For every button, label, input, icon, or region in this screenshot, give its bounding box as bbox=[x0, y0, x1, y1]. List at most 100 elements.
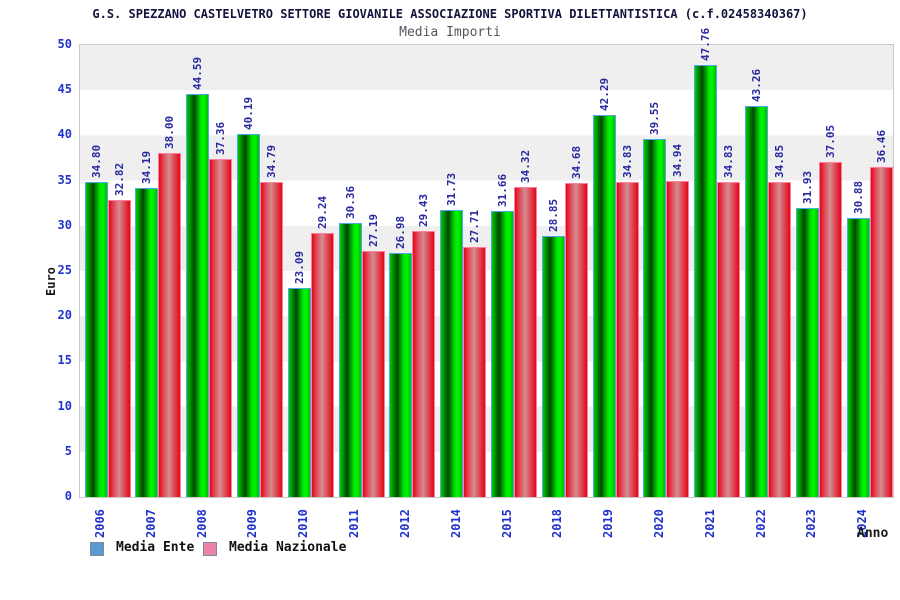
x-tick-2018: 2018 bbox=[550, 509, 564, 538]
x-tick-2012: 2012 bbox=[398, 509, 412, 538]
value-label-media-nazionale-2010: 29.24 bbox=[316, 195, 329, 229]
y-axis-title: Euro bbox=[44, 267, 58, 296]
value-label-media-nazionale-2019: 34.83 bbox=[621, 144, 634, 178]
value-label-media-ente-2012: 26.98 bbox=[394, 215, 407, 249]
x-tick-2022: 2022 bbox=[754, 509, 768, 538]
value-label-media-nazionale-2022: 34.85 bbox=[773, 144, 786, 178]
bar-media-nazionale-2021[interactable] bbox=[717, 182, 740, 497]
value-label-media-ente-2008: 44.59 bbox=[191, 56, 204, 90]
chart-subtitle: Media Importi bbox=[399, 25, 501, 40]
legend-swatch-media-ente bbox=[90, 542, 104, 556]
legend-label-media-ente: Media Ente bbox=[116, 540, 195, 555]
value-label-media-nazionale-2007: 38.00 bbox=[163, 115, 176, 149]
x-tick-2019: 2019 bbox=[601, 509, 615, 538]
bar-media-nazionale-2008[interactable] bbox=[209, 159, 232, 497]
value-label-media-nazionale-2011: 27.19 bbox=[367, 213, 380, 247]
x-tick-2023: 2023 bbox=[804, 509, 818, 538]
bar-media-nazionale-2006[interactable] bbox=[108, 200, 131, 497]
bar-media-ente-2010[interactable] bbox=[288, 288, 311, 497]
value-label-media-ente-2014: 31.73 bbox=[445, 172, 458, 206]
value-label-media-nazionale-2006: 32.82 bbox=[113, 162, 126, 196]
value-label-media-ente-2018: 28.85 bbox=[547, 198, 560, 232]
bar-media-nazionale-2010[interactable] bbox=[311, 233, 334, 497]
y-tick-35: 35 bbox=[57, 173, 72, 187]
bar-media-ente-2015[interactable] bbox=[491, 211, 514, 497]
bar-media-ente-2012[interactable] bbox=[389, 253, 412, 497]
bar-media-nazionale-2014[interactable] bbox=[463, 247, 486, 497]
x-tick-2020: 2020 bbox=[652, 509, 666, 538]
x-tick-2007: 2007 bbox=[144, 509, 158, 538]
legend-item-media-ente[interactable]: Media Ente bbox=[90, 538, 200, 558]
value-label-media-ente-2015: 31.66 bbox=[496, 173, 509, 207]
bar-media-ente-2018[interactable] bbox=[542, 236, 565, 497]
bar-media-ente-2011[interactable] bbox=[339, 223, 362, 497]
value-label-media-ente-2024: 30.88 bbox=[852, 180, 865, 214]
chart-title: G.S. SPEZZANO CASTELVETRO SETTORE GIOVAN… bbox=[92, 7, 808, 21]
y-tick-0: 0 bbox=[64, 489, 72, 503]
value-label-media-nazionale-2021: 34.83 bbox=[722, 144, 735, 178]
value-label-media-ente-2007: 34.19 bbox=[140, 150, 153, 184]
bar-media-nazionale-2009[interactable] bbox=[260, 182, 283, 497]
bar-media-ente-2023[interactable] bbox=[796, 208, 819, 497]
value-label-media-nazionale-2018: 34.68 bbox=[570, 145, 583, 179]
y-tick-5: 5 bbox=[64, 444, 72, 458]
bar-media-ente-2007[interactable] bbox=[135, 188, 158, 497]
x-tick-2010: 2010 bbox=[296, 509, 310, 538]
y-tick-15: 15 bbox=[57, 353, 72, 367]
bar-media-ente-2008[interactable] bbox=[186, 94, 209, 497]
value-label-media-nazionale-2015: 34.32 bbox=[519, 149, 532, 183]
y-tick-40: 40 bbox=[57, 127, 72, 141]
bar-media-ente-2006[interactable] bbox=[85, 182, 108, 497]
bar-media-nazionale-2018[interactable] bbox=[565, 183, 588, 497]
plot-area: 34.80 32.82 2006 34.19 38.00 2007 44.59 37.36 20… bbox=[79, 28, 894, 538]
x-tick-2006: 2006 bbox=[93, 509, 107, 538]
bar-media-nazionale-2011[interactable] bbox=[362, 251, 385, 497]
legend-swatch-media-nazionale bbox=[203, 542, 217, 556]
x-tick-2011: 2011 bbox=[347, 509, 361, 538]
bar-media-nazionale-2020[interactable] bbox=[666, 181, 689, 497]
value-label-media-ente-2020: 39.55 bbox=[648, 101, 661, 135]
value-label-media-nazionale-2014: 27.71 bbox=[468, 209, 481, 243]
bar-media-nazionale-2019[interactable] bbox=[616, 182, 639, 497]
value-label-media-nazionale-2009: 34.79 bbox=[265, 144, 278, 178]
value-label-media-ente-2019: 42.29 bbox=[598, 77, 611, 111]
x-tick-2014: 2014 bbox=[449, 509, 463, 538]
value-label-media-nazionale-2008: 37.36 bbox=[214, 121, 227, 155]
bar-media-ente-2009[interactable] bbox=[237, 134, 260, 497]
y-tick-20: 20 bbox=[57, 308, 72, 322]
bar-media-nazionale-2024[interactable] bbox=[870, 167, 893, 497]
bar-media-nazionale-2022[interactable] bbox=[768, 182, 791, 497]
value-label-media-ente-2021: 47.76 bbox=[699, 27, 712, 61]
value-label-media-ente-2011: 30.36 bbox=[344, 185, 357, 219]
bar-media-nazionale-2007[interactable] bbox=[158, 153, 181, 497]
value-label-media-ente-2006: 34.80 bbox=[90, 144, 103, 178]
bar-media-ente-2021[interactable] bbox=[694, 65, 717, 497]
bar-media-nazionale-2015[interactable] bbox=[514, 187, 537, 497]
y-tick-10: 10 bbox=[57, 399, 72, 413]
legend: Media Ente Media Nazionale bbox=[0, 538, 900, 562]
x-tick-2015: 2015 bbox=[500, 509, 514, 538]
bar-media-ente-2020[interactable] bbox=[643, 139, 666, 497]
bar-media-ente-2014[interactable] bbox=[440, 210, 463, 497]
value-label-media-ente-2022: 43.26 bbox=[750, 68, 763, 102]
bar-media-ente-2022[interactable] bbox=[745, 106, 768, 497]
value-label-media-nazionale-2012: 29.43 bbox=[417, 193, 430, 227]
x-axis-title: Anno bbox=[857, 526, 889, 541]
bar-media-ente-2019[interactable] bbox=[593, 115, 616, 497]
value-label-media-nazionale-2023: 37.05 bbox=[824, 124, 837, 158]
value-label-media-nazionale-2020: 34.94 bbox=[671, 143, 684, 177]
value-label-media-ente-2009: 40.19 bbox=[242, 96, 255, 130]
y-tick-50: 50 bbox=[57, 37, 72, 51]
x-tick-2009: 2009 bbox=[245, 509, 259, 538]
bar-media-ente-2024[interactable] bbox=[847, 218, 870, 497]
value-label-media-nazionale-2024: 36.46 bbox=[875, 129, 888, 163]
value-label-media-ente-2010: 23.09 bbox=[293, 250, 306, 284]
value-label-media-ente-2023: 31.93 bbox=[801, 170, 814, 204]
bar-media-nazionale-2023[interactable] bbox=[819, 162, 842, 497]
legend-item-media-nazionale[interactable]: Media Nazionale bbox=[203, 538, 346, 558]
x-tick-2021: 2021 bbox=[703, 509, 717, 538]
bar-media-nazionale-2012[interactable] bbox=[412, 231, 435, 497]
y-tick-30: 30 bbox=[57, 218, 72, 232]
x-tick-2008: 2008 bbox=[195, 509, 209, 538]
